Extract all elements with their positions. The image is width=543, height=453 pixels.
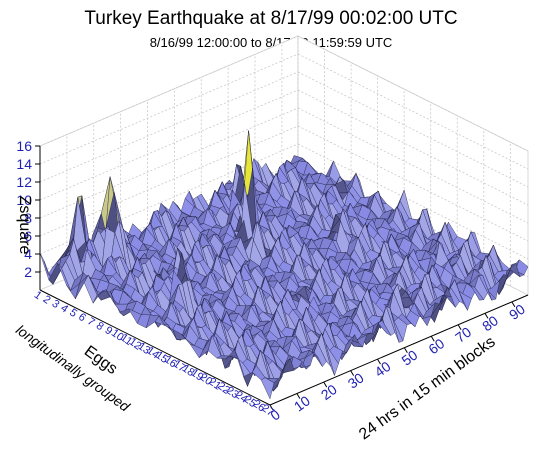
x-tick-mark	[269, 404, 274, 411]
y-tick-label: 11	[118, 332, 134, 348]
grid-line-z	[297, 143, 529, 260]
x-tick-label: 90	[506, 301, 528, 323]
grid-line-z	[297, 35, 529, 152]
y-tick-label: 13	[135, 340, 152, 357]
grid-line-z	[297, 125, 529, 242]
x-tick-mark	[323, 381, 328, 388]
z-tick-label: 16	[16, 138, 32, 154]
y-tick-label: 19	[189, 367, 206, 384]
x-tick-label: 80	[479, 312, 501, 334]
grid-line-z	[297, 53, 529, 170]
grid-line-z	[39, 35, 299, 147]
chart-title: Turkey Earthquake at 8/17/99 00:02:00 UT…	[84, 8, 457, 29]
x-tick-label: 10	[291, 392, 313, 414]
y-tick-label: 24	[233, 389, 250, 406]
y-tick-label: 22	[215, 380, 232, 397]
x-tick-label: 50	[398, 346, 420, 368]
z-tick-label: 10	[16, 192, 32, 208]
y-tick-label: 21	[206, 376, 223, 393]
x-tick-mark	[377, 358, 381, 365]
chart-subtitle: 8/16/99 12:00:00 to 8/17/99 11:59:59 UTC	[150, 35, 393, 50]
x-tick-label: 60	[425, 335, 447, 357]
x-tick-mark	[511, 301, 516, 308]
z-tick-label: 8	[24, 210, 32, 226]
surface-plot	[39, 130, 529, 400]
x-axis-label: 24 hrs in 15 min blocks	[356, 333, 498, 443]
grid-line-z	[297, 89, 529, 206]
grid-line-z	[39, 71, 299, 183]
y-tick-label: 16	[162, 353, 179, 370]
z-axis-ticks: 2 4 6 8 10 12 14 16	[16, 138, 40, 280]
x-tick-mark	[296, 393, 301, 399]
surface-cell	[260, 377, 275, 400]
y-tick-label: 17	[171, 358, 188, 375]
surface-cell	[390, 308, 404, 343]
x-tick-mark	[350, 370, 355, 376]
y-tick-label: 18	[180, 362, 197, 379]
z-tick-label: 6	[24, 228, 32, 244]
grid-line-z	[39, 107, 299, 219]
y-tick-label: 15	[153, 349, 170, 366]
surface-cell	[190, 344, 204, 359]
z-tick-label: 14	[16, 156, 32, 172]
y-tick-label: 27	[259, 402, 276, 419]
x-tick-mark	[430, 335, 435, 342]
x-tick-mark	[457, 324, 462, 331]
z-tick-label: 4	[24, 246, 32, 262]
y-tick-label: 25	[242, 393, 259, 410]
surface-cell	[418, 312, 432, 327]
surface-cell	[470, 284, 485, 301]
z-tick-label: 2	[24, 264, 32, 280]
y-axis-line	[39, 289, 271, 406]
z-axis-label: Zsquare	[16, 196, 33, 255]
x-tick-label: 20	[318, 381, 340, 403]
x-tick-label: 40	[372, 358, 394, 380]
y-tick-label: 12	[127, 336, 144, 353]
x-tick-mark	[484, 313, 489, 319]
grid-line-z	[297, 71, 529, 188]
y-tick-label: 26	[250, 398, 267, 415]
grid-line-z	[297, 107, 529, 224]
x-tick-label: 70	[452, 324, 474, 346]
x-tick-mark	[403, 347, 408, 353]
y-tick-label: 20	[197, 371, 214, 388]
surface-cell	[309, 350, 323, 367]
z-tick-label: 12	[16, 174, 32, 190]
y-tick-label: 10	[109, 327, 126, 344]
y-tick-label: 14	[144, 345, 161, 362]
x-tick-label: 30	[345, 369, 367, 391]
y-tick-label: 23	[224, 384, 241, 401]
